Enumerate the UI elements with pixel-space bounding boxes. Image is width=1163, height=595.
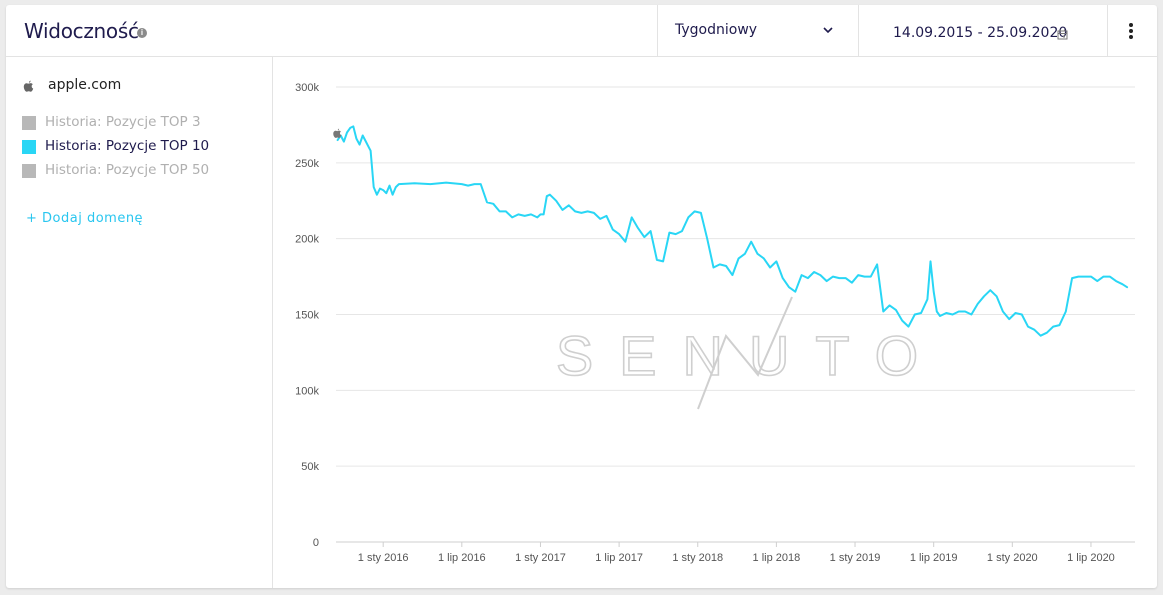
legend-swatch [22,164,36,178]
y-tick-label: 200k [295,234,319,246]
period-select-value: Tygodniowy [675,22,758,38]
card-title: Widoczność [24,19,139,43]
domain-name: apple.com [48,77,122,93]
header-divider [1107,5,1108,56]
card-header: Widoczność i Tygodniowy 14.09.2015 - 25.… [6,5,1157,57]
y-tick-label: 100k [295,385,319,397]
header-divider [657,5,658,56]
apple-marker-icon [333,128,342,138]
x-axis: 1 sty 2016 1 lip 2016 1 sty 2017 1 lip 2017… [358,542,1115,564]
date-range-value: 14.09.2015 - 25.09.2020 [893,25,1068,41]
x-tick-label: 1 sty 2019 [830,552,881,564]
line-chart: 0 50k 100k 150k 200k 250k 300k 1 sty 2016 1 lip… [295,82,1135,564]
legend-label: Historia: Pozycje TOP 10 [45,138,210,154]
header-divider [858,5,859,56]
legend-swatch [22,140,36,154]
y-axis: 0 50k 100k 150k 200k 250k 300k [295,82,319,549]
x-tick-label: 1 sty 2020 [987,552,1038,564]
chart-series [333,125,1129,337]
legend-label: Historia: Pozycje TOP 3 [45,114,201,130]
y-tick-label: 250k [295,158,319,170]
x-tick-label: 1 sty 2017 [515,552,566,564]
legend-sidebar: apple.com Historia: Pozycje TOP 3 Histor… [6,57,273,588]
legend-swatch [22,116,36,130]
x-tick-label: 1 sty 2018 [672,552,723,564]
series-line-top10 [336,125,1129,337]
add-domain-link[interactable]: + Dodaj domenę [26,211,144,226]
watermark-bolt [697,296,793,410]
info-icon[interactable]: i [137,28,147,38]
visibility-chart: 0 50k 100k 150k 200k 250k 300k 1 sty 2016 1 lip… [273,57,1157,588]
x-tick-label: 1 lip 2017 [595,552,643,564]
y-tick-label: 0 [313,537,319,549]
apple-icon [23,80,34,92]
watermark-text: SENUTO [556,324,944,387]
chevron-down-icon [823,27,833,34]
x-tick-label: 1 lip 2019 [910,552,958,564]
y-tick-label: 300k [295,82,319,94]
x-tick-label: 1 lip 2020 [1067,552,1115,564]
y-tick-label: 150k [295,310,319,322]
chart-grid [336,86,1135,543]
x-tick-label: 1 lip 2016 [438,552,486,564]
x-tick-label: 1 sty 2016 [358,552,409,564]
y-tick-label: 50k [301,461,319,473]
more-options-icon[interactable] [1127,22,1135,42]
legend-label: Historia: Pozycje TOP 50 [45,162,210,178]
x-tick-label: 1 lip 2018 [753,552,801,564]
calendar-icon [1057,29,1068,40]
senuto-watermark: SENUTO [555,296,944,410]
visibility-card: Widoczność i Tygodniowy 14.09.2015 - 25.… [6,5,1157,588]
